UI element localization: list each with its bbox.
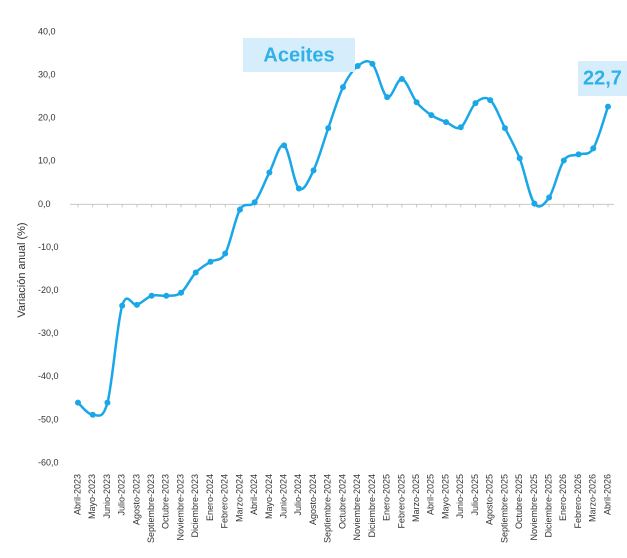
x-tick-label: Octubre-2024 [337, 474, 347, 529]
x-tick-label: Febrero-2024 [220, 474, 230, 529]
x-tick-label: Febrero-2026 [573, 474, 583, 529]
x-tick-label: Julio-2024 [293, 474, 303, 516]
y-tick-label: -30,0 [38, 328, 59, 338]
point [178, 289, 185, 296]
line [77, 60, 610, 417]
point [281, 142, 288, 149]
point [501, 125, 508, 132]
y-tick-label: 40,0 [38, 26, 56, 36]
point [398, 75, 405, 82]
x-tick-label: Mayo-2024 [264, 474, 274, 519]
point [575, 151, 582, 158]
y-tick-label: -40,0 [38, 371, 59, 381]
x-tick-label: Agosto-2023 [131, 474, 141, 525]
x-tick-label: Diciembre-2023 [190, 474, 200, 538]
point [236, 206, 243, 213]
point [104, 399, 111, 406]
point [531, 200, 538, 207]
point [148, 292, 155, 299]
x-tick-label: Mayo-2025 [440, 474, 450, 519]
y-tick-label: -50,0 [38, 414, 59, 424]
x-tick-label: Abril-2023 [72, 474, 82, 515]
x-tick-label: Abril-2026 [602, 474, 612, 515]
point [325, 125, 332, 132]
y-tick-label: -60,0 [38, 457, 59, 467]
point [251, 199, 258, 206]
y-tick-label: 20,0 [38, 113, 56, 123]
x-tick-label: Septiembre-2025 [499, 474, 509, 543]
x-tick-label: Octubre-2025 [514, 474, 524, 529]
x-tick-label: Agosto-2024 [308, 474, 318, 525]
x-tick-label: Febrero-2025 [396, 474, 406, 529]
x-tick-label: Junio-2023 [102, 474, 112, 519]
x-tick-label: Septiembre-2023 [146, 474, 156, 543]
point [516, 155, 523, 162]
x-tick-label: Octubre-2023 [161, 474, 171, 529]
annotation-box [578, 61, 627, 96]
point [163, 292, 170, 299]
point [605, 103, 611, 110]
point [295, 185, 302, 192]
annotation: 22,7 [583, 67, 622, 89]
point [75, 399, 81, 406]
point [560, 157, 567, 164]
y-tick-label: -20,0 [38, 285, 59, 295]
x-tick-label: Noviembre-2025 [529, 474, 539, 541]
x-tick-label: Enero-2025 [382, 474, 392, 521]
point [590, 145, 597, 152]
x-tick-label: Abril-2024 [249, 474, 259, 515]
chart-title: Aceites [263, 44, 334, 66]
point [222, 250, 229, 257]
y-tick-label: -10,0 [38, 242, 59, 252]
point [207, 258, 214, 265]
x-tick-label: Marzo-2024 [234, 474, 244, 522]
x-tick-label: Marzo-2025 [411, 474, 421, 522]
y-tick-label: 0,0 [38, 199, 51, 209]
point [369, 60, 376, 67]
x-tick-label: Diciembre-2025 [543, 474, 553, 538]
point [340, 84, 346, 91]
point [89, 411, 96, 418]
point [443, 119, 450, 126]
y-tick-label: 10,0 [38, 156, 56, 166]
point [119, 302, 126, 309]
x-tick-label: Marzo-2026 [588, 474, 598, 522]
x-tick-label: Julio-2025 [470, 474, 480, 516]
x-tick-label: Enero-2026 [558, 474, 568, 521]
title-box [243, 38, 355, 72]
x-tick-label: Junio-2025 [455, 474, 465, 519]
x-tick-label: Septiembre-2024 [323, 474, 333, 543]
point [384, 94, 391, 101]
point [192, 269, 199, 276]
x-tick-label: Agosto-2025 [485, 474, 495, 525]
point [472, 100, 479, 107]
x-tick-label: Enero-2024 [205, 474, 215, 521]
x-tick-label: Mayo-2023 [87, 474, 97, 519]
point [133, 301, 140, 308]
point [310, 167, 317, 174]
x-tick-label: Diciembre-2024 [367, 474, 377, 538]
y-axis-label: Variación anual (%) [16, 222, 28, 317]
point [457, 124, 464, 131]
x-tick-label: Junio-2024 [278, 474, 288, 519]
point [413, 99, 420, 106]
x-tick-label: Noviembre-2023 [175, 474, 185, 541]
x-tick-label: Noviembre-2024 [352, 474, 362, 541]
x-tick-label: Julio-2023 [117, 474, 127, 516]
point [354, 63, 361, 70]
x-tick-label: Abril-2025 [426, 474, 436, 515]
y-tick-label: 30,0 [38, 69, 56, 79]
point [266, 169, 273, 176]
point [428, 112, 435, 119]
point [546, 194, 553, 201]
point [487, 97, 494, 104]
